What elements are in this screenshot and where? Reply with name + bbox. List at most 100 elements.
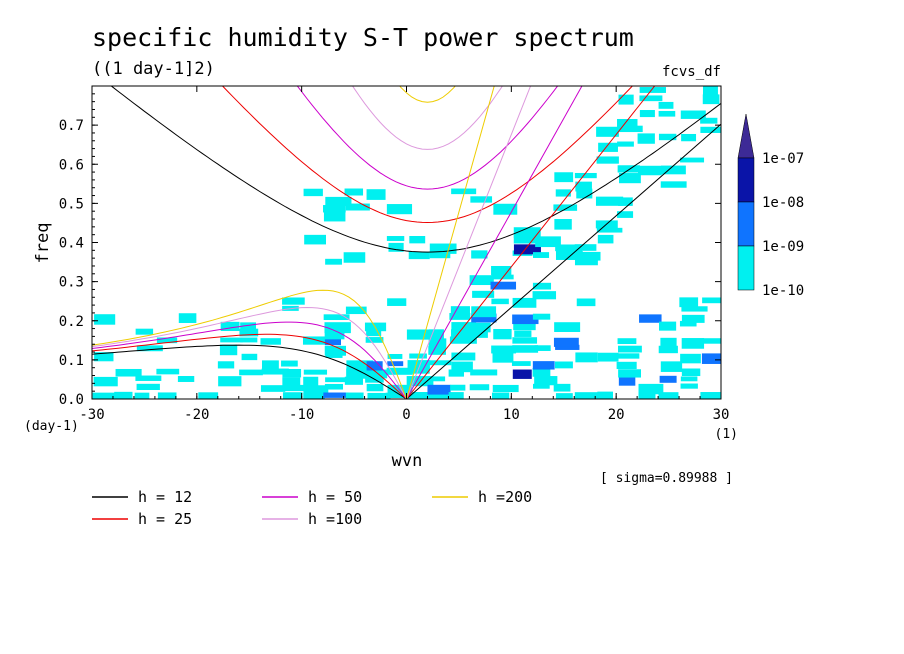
spectrum-cell xyxy=(576,251,601,261)
spectrum-cell xyxy=(240,322,257,332)
spectrum-cell xyxy=(702,94,720,105)
spectrum-cell xyxy=(408,251,430,260)
spectrum-cell xyxy=(408,392,431,399)
spectrum-cell xyxy=(681,314,705,323)
colorbar-label: 1e-08 xyxy=(762,195,804,211)
spectrum-cell xyxy=(618,345,642,353)
spectrum-cell xyxy=(472,290,495,298)
spectrum-cell xyxy=(386,236,405,241)
spectrum-cell xyxy=(639,87,666,93)
spectrum-cell xyxy=(345,392,364,399)
spectrum-cell xyxy=(617,165,640,173)
spectrum-cell xyxy=(387,353,403,359)
spectrum-cell xyxy=(343,252,366,263)
spectrum-cell xyxy=(303,188,323,197)
spectrum-cell xyxy=(450,306,470,314)
spectrum-cell xyxy=(700,126,721,133)
spectrum-cell xyxy=(366,330,382,337)
spectrum-cell xyxy=(491,392,510,399)
legend-label: h =100 xyxy=(308,510,362,528)
spectrum-cell xyxy=(282,384,304,392)
spectrum-cell xyxy=(134,392,150,399)
spectrum-cell xyxy=(532,313,551,320)
spectrum-cell xyxy=(260,338,281,345)
legend-label: h =200 xyxy=(478,488,532,506)
spectrum-cell xyxy=(428,376,446,382)
spectrum-cell xyxy=(93,376,118,387)
spectrum-cell xyxy=(427,384,451,395)
spectrum-cell xyxy=(637,133,655,144)
spectrum-cell xyxy=(282,392,303,399)
spectrum-cell xyxy=(491,298,509,305)
spectrum-cell xyxy=(323,211,346,222)
spectrum-cell xyxy=(512,297,537,308)
spectrum-cell xyxy=(596,126,619,137)
chart-title: specific humidity S-T power spectrum xyxy=(92,23,634,52)
spectrum-cell xyxy=(658,345,678,354)
spectrum-cell xyxy=(597,391,613,399)
spectrum-cell xyxy=(324,383,344,390)
spectrum-shading xyxy=(92,86,721,399)
x-axis-label: wvn xyxy=(392,451,423,471)
legend: h = 12 h = 25 h = 50 h =100 h =200 xyxy=(92,488,532,528)
spectrum-cell xyxy=(617,338,637,345)
spectrum-cell xyxy=(388,242,404,252)
chart-subtitle: ((1 day-1]2) xyxy=(92,59,215,79)
spectrum-cell xyxy=(618,94,634,105)
y-tick-label: 0.4 xyxy=(59,236,84,252)
spectrum-cell xyxy=(532,367,551,377)
spectrum-cell xyxy=(513,321,536,331)
spectrum-cell xyxy=(618,197,633,206)
y-tick-label: 0.5 xyxy=(59,196,84,212)
spectrum-cell xyxy=(429,392,449,399)
ig-curve-h100 xyxy=(351,86,503,150)
spectrum-cell xyxy=(574,244,597,251)
spectrum-cell xyxy=(323,392,349,398)
spectrum-cell xyxy=(239,328,259,337)
legend-label: h = 50 xyxy=(308,488,362,506)
spectrum-cell xyxy=(596,227,623,233)
spectrum-cell xyxy=(681,368,701,377)
spectrum-cell xyxy=(366,361,383,371)
spectrum-cell xyxy=(178,313,197,323)
spectrum-cell xyxy=(638,392,656,399)
x-tick-label: -30 xyxy=(79,407,104,423)
spectrum-cell xyxy=(325,196,352,207)
colorbar: 1e-07 1e-08 1e-09 1e-10 xyxy=(737,113,804,299)
spectrum-cell xyxy=(449,336,477,344)
spectrum-cell xyxy=(534,376,558,386)
spectrum-cell xyxy=(638,165,662,176)
spectrum-cell xyxy=(386,204,413,215)
spectrum-cell xyxy=(553,383,571,392)
spectrum-cell xyxy=(115,368,142,377)
kelvin-line-h50 xyxy=(406,86,583,399)
spectrum-cell xyxy=(681,306,708,312)
spectrum-cell xyxy=(700,117,718,124)
spectrum-cell xyxy=(532,361,555,370)
spectrum-cell xyxy=(512,337,538,344)
spectrum-cell xyxy=(449,312,471,320)
spectrum-cell xyxy=(198,392,219,399)
y-tick-label: 0.6 xyxy=(59,157,84,173)
spectrum-cell xyxy=(366,383,384,392)
spectrum-cell xyxy=(576,298,596,307)
spectrum-cell xyxy=(596,156,619,164)
spectrum-cell xyxy=(554,172,574,183)
kelvin-line-h25 xyxy=(406,86,656,399)
spectrum-cell xyxy=(575,352,598,363)
spectrum-cell xyxy=(554,219,572,230)
spectrum-cell xyxy=(532,291,557,300)
spectrum-cell xyxy=(554,322,581,333)
spectrum-cell xyxy=(260,385,286,392)
spectrum-cell xyxy=(367,392,391,399)
spectrum-cell xyxy=(470,369,498,376)
y-axis-label: freq xyxy=(33,223,53,264)
rossby-curve-h25 xyxy=(92,333,407,399)
spectrum-cell xyxy=(346,360,374,370)
spectrum-cell xyxy=(303,385,329,395)
spectrum-cell xyxy=(407,360,430,371)
spectrum-cell xyxy=(469,275,494,286)
spectrum-cell xyxy=(659,375,677,383)
colorbar-segment xyxy=(737,201,755,247)
